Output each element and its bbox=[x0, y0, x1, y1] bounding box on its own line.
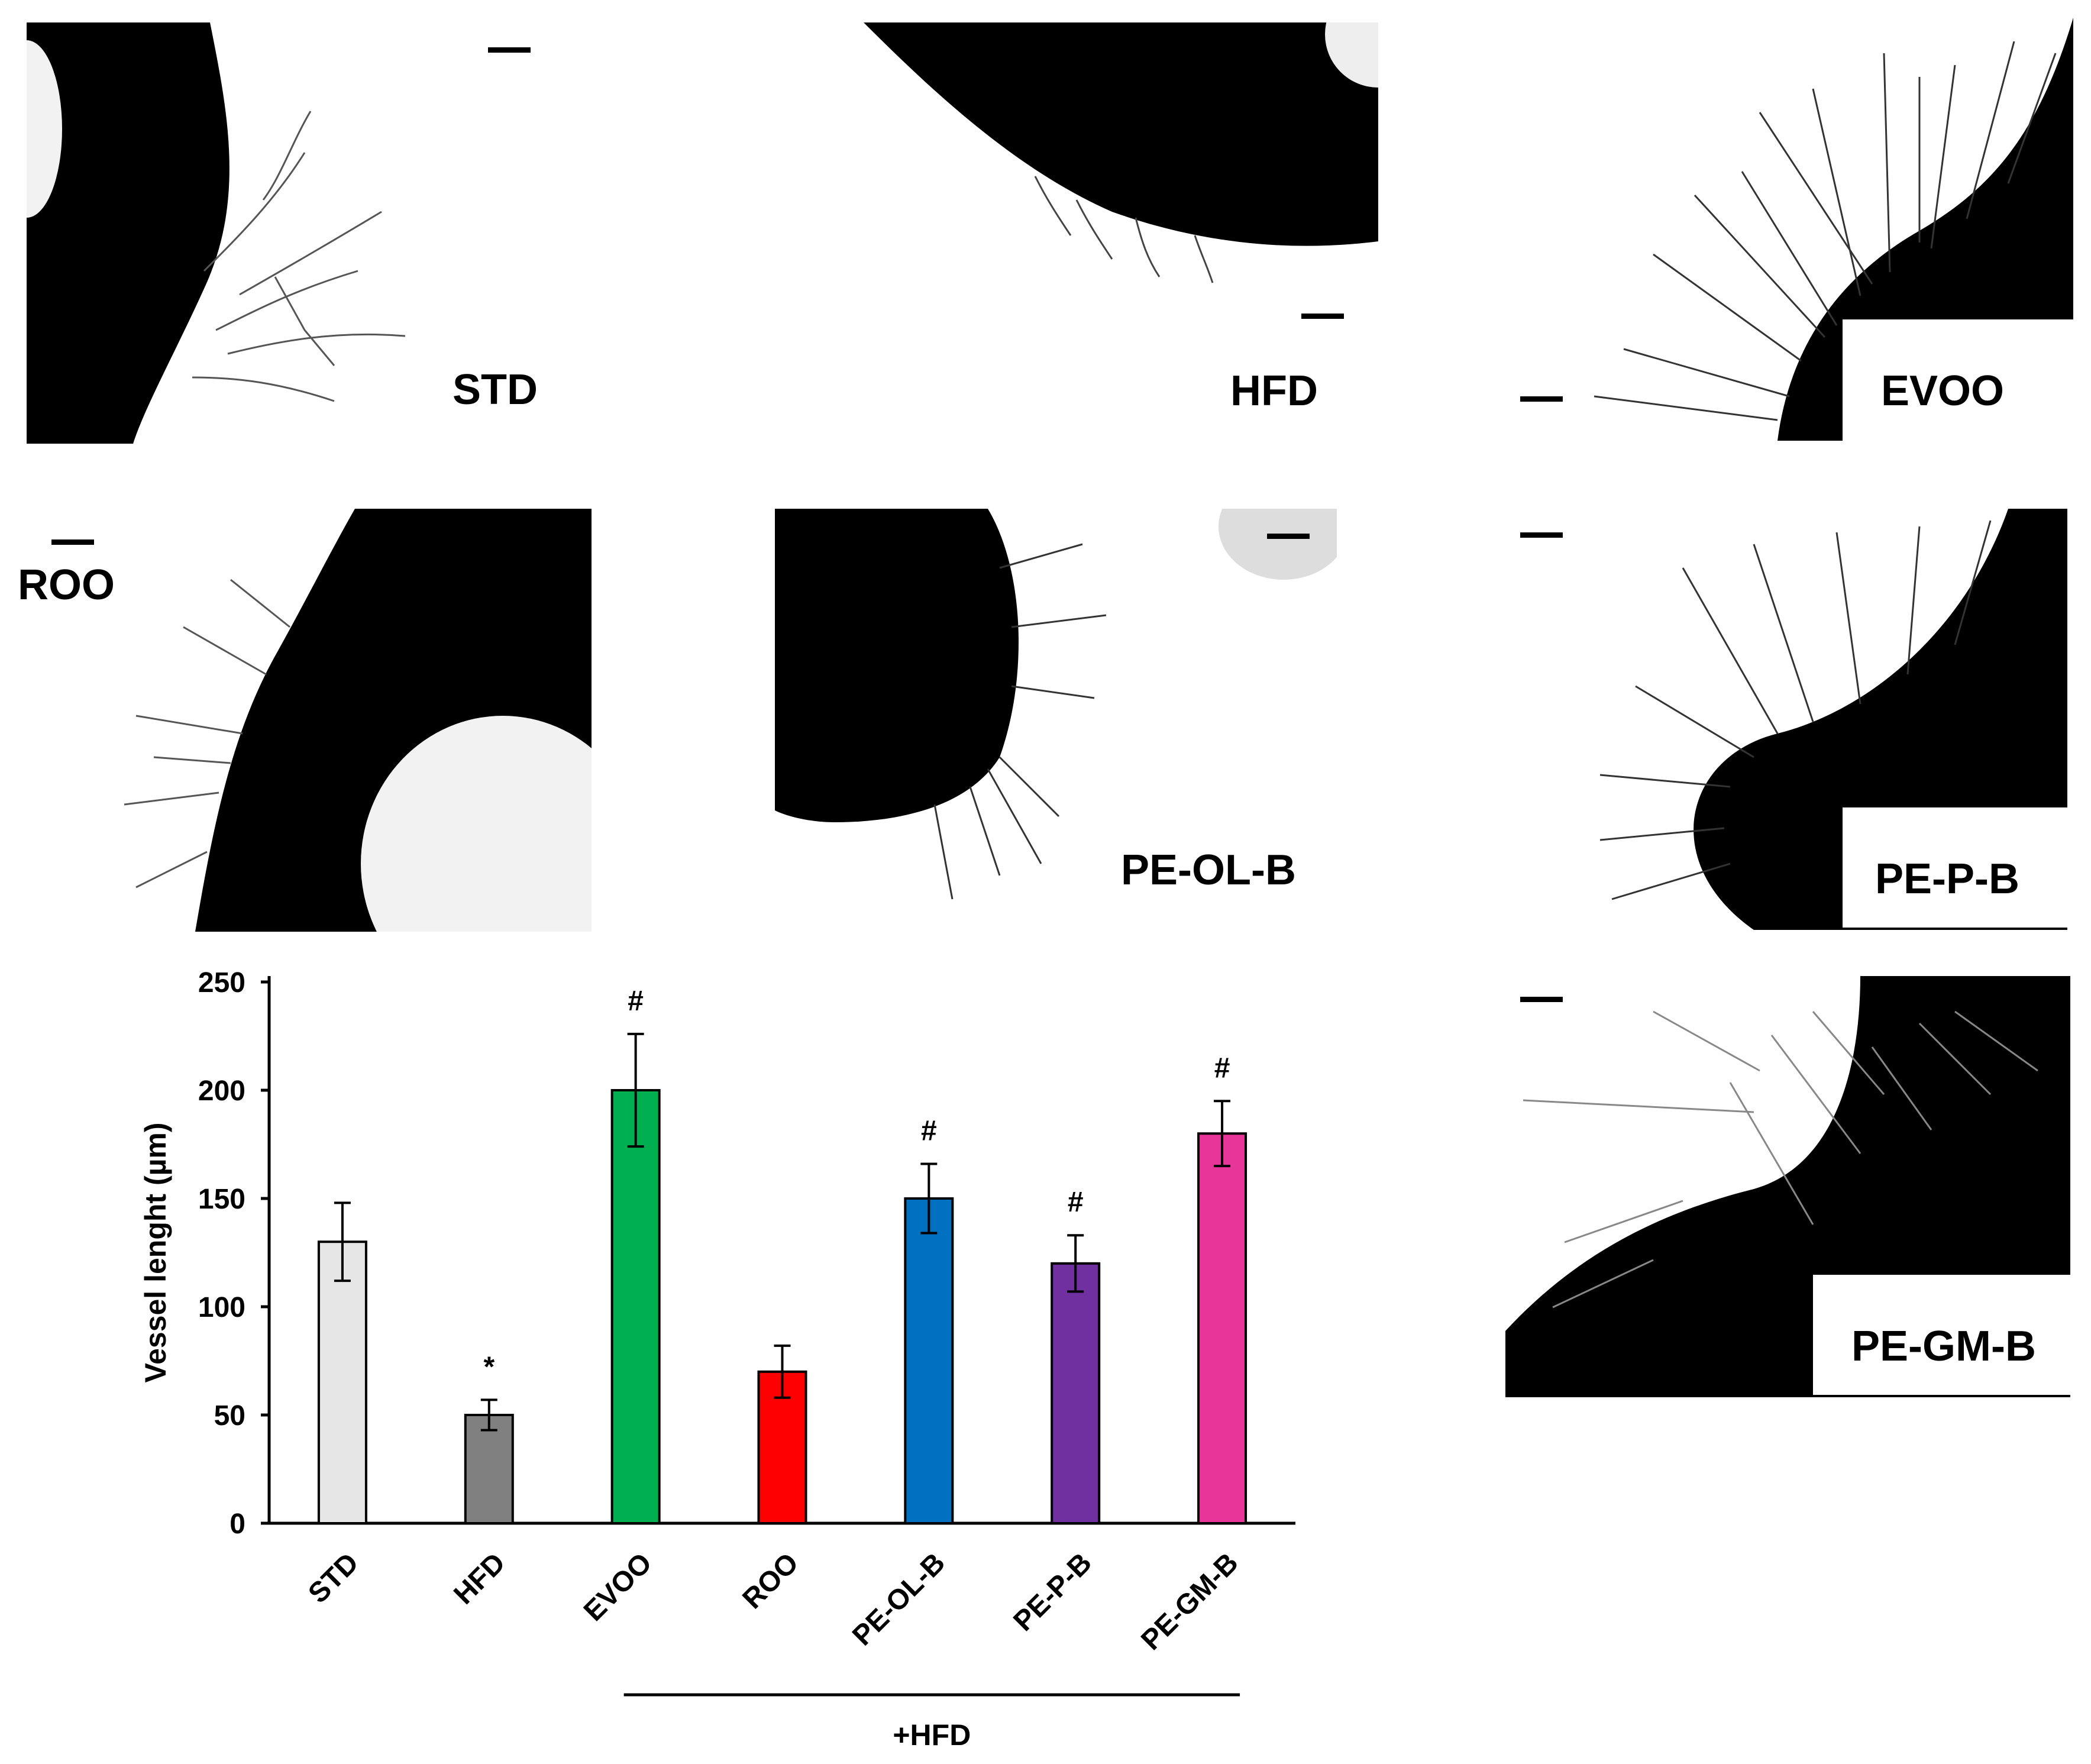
panel-label-box bbox=[1813, 1275, 2070, 1397]
significance-mark: # bbox=[1214, 1052, 1230, 1084]
x-tick-label: ROO bbox=[736, 1547, 804, 1615]
significance-mark: # bbox=[921, 1115, 937, 1146]
micrograph-pe-ol-b: PE-OL-B bbox=[775, 509, 1337, 929]
panel-label-box bbox=[1843, 319, 2073, 441]
micrograph-pe-gm-b: PE-GM-B bbox=[1505, 976, 2070, 1397]
x-tick-label: EVOO bbox=[578, 1547, 658, 1627]
micrograph-pe-p-b: PE-P-B bbox=[1505, 509, 2067, 930]
micrograph-roo: ROO bbox=[18, 509, 592, 932]
y-tick-label: 50 bbox=[214, 1400, 245, 1432]
bar-pe-gm-b bbox=[1197, 1132, 1248, 1524]
x-tick-label: HFD bbox=[448, 1547, 511, 1610]
bar-pe-p-b bbox=[1051, 1262, 1101, 1524]
scale-bar bbox=[1520, 532, 1563, 538]
significance-mark: * bbox=[483, 1351, 495, 1382]
x-tick-label: STD bbox=[302, 1547, 364, 1609]
y-tick-label: 100 bbox=[198, 1292, 245, 1323]
vessel-length-bar-chart: 0 50 100 150 200 250 Vessel lenght (µm) STD * HFD… bbox=[139, 967, 1295, 1752]
panel-label-box bbox=[1843, 807, 2067, 930]
panel-label-pe-gm-b: PE-GM-B bbox=[1851, 1323, 2036, 1370]
y-axis-label: Vessel lenght (µm) bbox=[139, 1122, 172, 1382]
scale-bar bbox=[488, 47, 531, 53]
panel-label-pe-ol-b: PE-OL-B bbox=[1121, 847, 1296, 894]
y-tick-label: 0 bbox=[230, 1508, 245, 1540]
scale-bar bbox=[1301, 314, 1344, 319]
scale-bar bbox=[1520, 396, 1563, 402]
y-tick-label: 150 bbox=[198, 1184, 245, 1215]
x-tick-label: PE-GM-B bbox=[1135, 1547, 1245, 1656]
micrograph-pe-ol-b-image bbox=[775, 509, 1337, 900]
scale-bar bbox=[1267, 534, 1310, 539]
y-tick-label: 200 bbox=[198, 1075, 245, 1107]
x-tick-label: PE-P-B bbox=[1007, 1547, 1098, 1637]
group-label: +HFD bbox=[893, 1718, 971, 1752]
bar-evoo bbox=[610, 1089, 661, 1524]
significance-mark: # bbox=[1068, 1187, 1084, 1218]
significance-mark: # bbox=[628, 986, 644, 1017]
micrograph-hfd-image bbox=[864, 22, 1378, 283]
y-tick-label: 250 bbox=[198, 967, 245, 999]
micrograph-evoo: EVOO bbox=[1505, 18, 2073, 441]
panel-label-pe-p-b: PE-P-B bbox=[1875, 855, 2020, 903]
panel-label-evoo: EVOO bbox=[1881, 367, 2005, 415]
panel-label-hfd: HFD bbox=[1230, 367, 1318, 415]
scale-bar bbox=[1520, 997, 1563, 1002]
micrograph-std-image bbox=[27, 22, 406, 444]
micrograph-hfd: HFD bbox=[781, 22, 1378, 444]
panel-label-roo: ROO bbox=[18, 561, 115, 609]
bar-std bbox=[317, 1240, 367, 1524]
x-tick-label: PE-OL-B bbox=[846, 1547, 951, 1652]
scale-bar bbox=[51, 539, 94, 545]
micrograph-std: STD bbox=[27, 22, 571, 444]
panel-label-std: STD bbox=[453, 366, 538, 413]
micrograph-roo-image bbox=[124, 509, 592, 932]
bar-pe-ol-b bbox=[904, 1197, 954, 1524]
